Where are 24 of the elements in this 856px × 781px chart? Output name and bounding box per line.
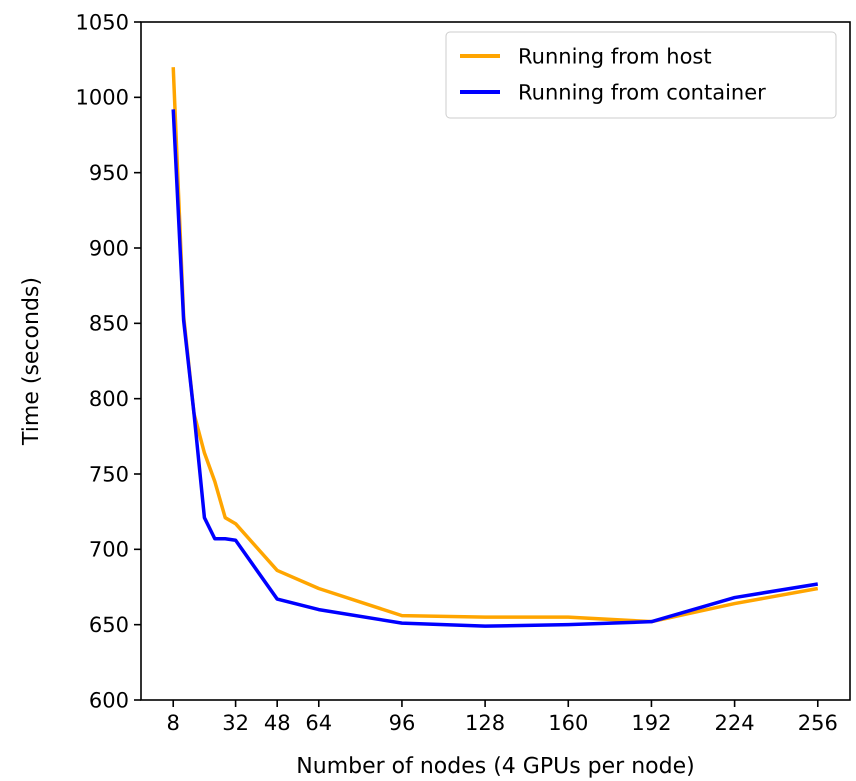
y-axis-title: Time (seconds) xyxy=(19,277,44,446)
y-tick-label: 1000 xyxy=(76,86,129,110)
x-tick-label: 192 xyxy=(631,711,672,735)
x-tick-label: 48 xyxy=(264,711,291,735)
x-tick-label: 224 xyxy=(714,711,755,735)
y-tick-label: 800 xyxy=(88,387,129,412)
x-axis-title: Number of nodes (4 GPUs per node) xyxy=(296,754,695,779)
y-tick-label: 650 xyxy=(88,613,129,638)
x-tick-label: 96 xyxy=(388,711,416,735)
y-tick-label: 750 xyxy=(88,462,129,486)
x-tick-label: 256 xyxy=(798,711,838,735)
y-tick-label: 700 xyxy=(88,538,129,562)
y-tick-label: 1050 xyxy=(76,10,129,34)
x-tick-label: 8 xyxy=(166,711,180,735)
x-tick-label: 128 xyxy=(465,711,506,735)
y-tick-label: 600 xyxy=(88,688,129,712)
x-tick-label: 32 xyxy=(222,711,249,735)
x-tick-label: 64 xyxy=(305,711,332,735)
legend-label: Running from container xyxy=(518,80,766,104)
y-tick-label: 950 xyxy=(88,161,129,186)
y-tick-label: 900 xyxy=(88,236,129,260)
x-tick-label: 160 xyxy=(548,711,588,735)
legend-label: Running from host xyxy=(518,44,712,68)
y-tick-label: 850 xyxy=(88,312,129,336)
